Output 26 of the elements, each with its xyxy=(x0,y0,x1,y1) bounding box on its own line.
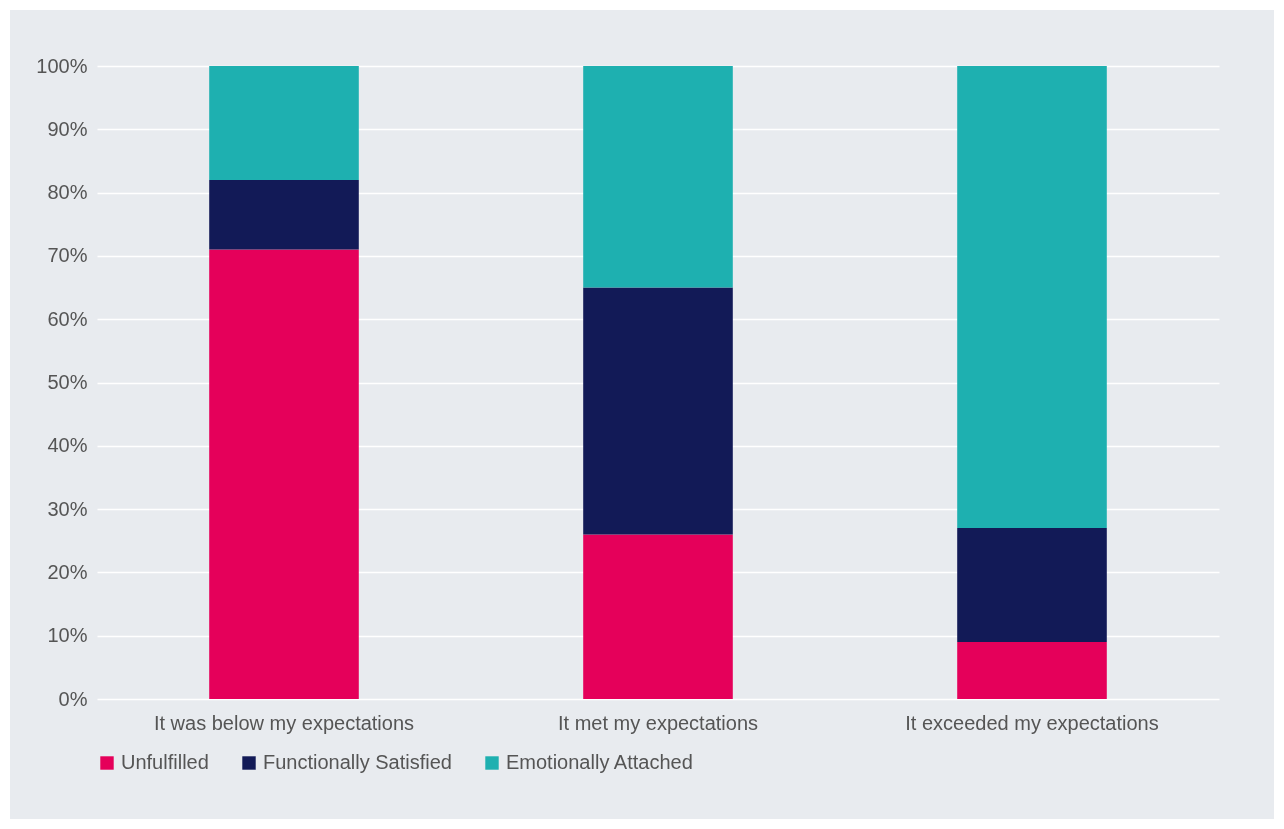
x-tick-label: It exceeded my expectations xyxy=(905,711,1159,734)
y-tick-label: 10% xyxy=(47,624,88,647)
y-tick-label: 70% xyxy=(47,244,88,267)
x-tick-label: It met my expectations xyxy=(557,711,759,734)
bar xyxy=(957,66,1107,529)
bar xyxy=(209,249,359,699)
legend-label: Functionally Satisfied xyxy=(263,751,452,773)
y-tick-label: 30% xyxy=(47,497,88,520)
x-tick-label: It was below my expectations xyxy=(153,711,415,734)
bar xyxy=(957,642,1107,699)
bar xyxy=(209,179,359,250)
bar xyxy=(209,66,359,180)
legend-label: Emotionally Attached xyxy=(506,751,693,773)
y-tick-label: 40% xyxy=(47,434,88,457)
legend-label: Unfulfilled xyxy=(121,751,209,773)
y-tick-label: 100% xyxy=(36,54,88,77)
y-tick-label: 20% xyxy=(47,560,88,583)
y-tick-label: 60% xyxy=(47,307,88,330)
y-tick-label: 80% xyxy=(47,181,88,204)
y-tick-label: 0% xyxy=(58,687,88,710)
bar xyxy=(957,528,1107,643)
bar xyxy=(583,287,733,535)
y-tick-label: 50% xyxy=(47,371,88,393)
bar xyxy=(583,534,733,699)
y-tick-label: 90% xyxy=(47,117,88,140)
bar xyxy=(583,66,733,288)
